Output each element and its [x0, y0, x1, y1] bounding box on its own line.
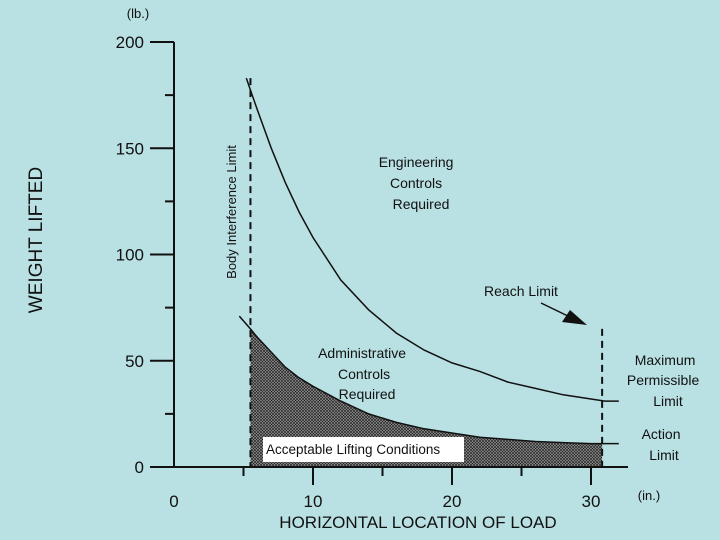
x-tick-label: 30: [582, 492, 601, 511]
action-limit-label: Action Limit: [642, 426, 685, 463]
y-axis-label: WEIGHT LIFTED: [26, 167, 47, 313]
maximum-permissible-limit-label: Maximum Permissible Limit: [627, 352, 703, 409]
y-axis-unit: (lb.): [127, 6, 149, 21]
x-axis-label: HORIZONTAL LOCATION OF LOAD: [279, 513, 556, 532]
x-axis-unit: (in.): [638, 488, 660, 503]
acceptable-region: [250, 328, 603, 467]
y-tick-label: 50: [125, 352, 144, 371]
x-tick-label: 10: [304, 492, 323, 511]
maximum-permissible-limit-curve: [245, 77, 619, 402]
acceptable-conditions-label: Acceptable Lifting Conditions: [266, 442, 440, 457]
x-tick-label: 0: [169, 492, 178, 511]
y-axis-ticks: 0 50 100 150 200: [116, 33, 174, 477]
x-axis-ticks: 0 10 20 30: [169, 467, 600, 511]
reach-limit-label: Reach Limit: [484, 283, 558, 299]
reach-limit-arrow: [540, 302, 587, 325]
y-tick-label: 100: [116, 246, 144, 265]
y-tick-label: 0: [135, 458, 144, 477]
y-tick-label: 200: [116, 33, 144, 52]
acceptable-conditions-box: Acceptable Lifting Conditions: [263, 437, 464, 462]
x-tick-label: 20: [443, 492, 462, 511]
y-tick-label: 150: [116, 139, 144, 158]
body-interference-label: Body Interference Limit: [224, 145, 239, 279]
administrative-controls-label: Administrative Controls Required: [318, 345, 410, 402]
action-limit-curve: [238, 315, 619, 445]
engineering-controls-label: Engineering Controls Required: [379, 154, 458, 212]
